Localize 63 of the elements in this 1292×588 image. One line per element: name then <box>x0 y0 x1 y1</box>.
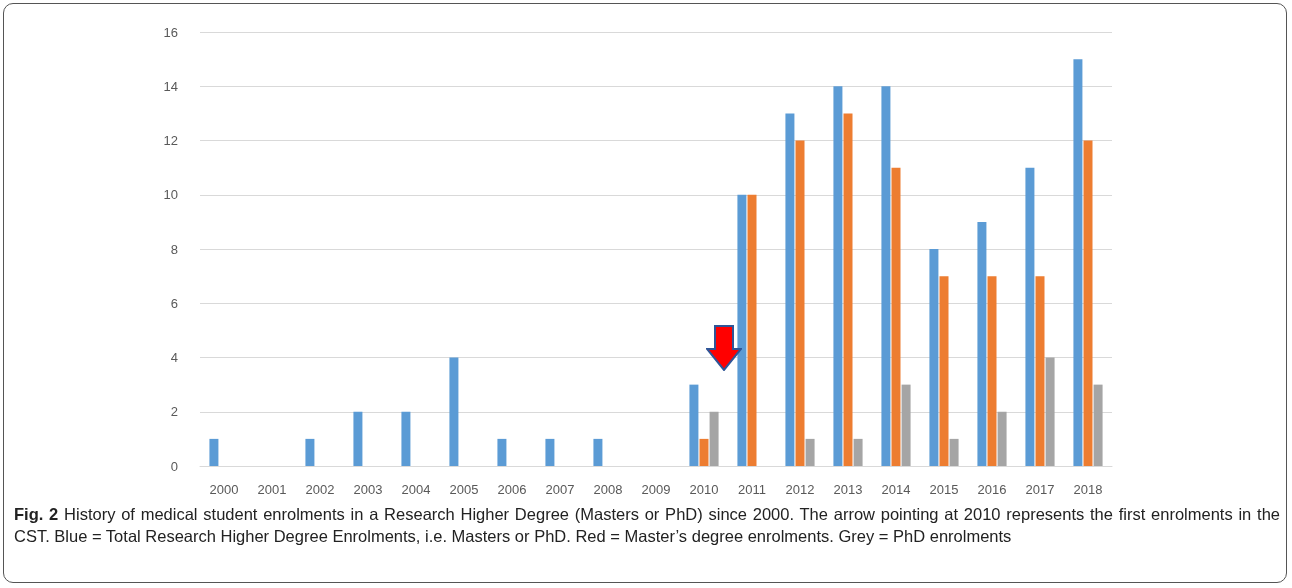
bar <box>689 384 699 466</box>
y-tick-label: 2 <box>170 404 178 420</box>
x-tick-label: 2008 <box>593 482 623 497</box>
x-tick-label: 2002 <box>305 482 335 497</box>
x-tick-label: 2007 <box>545 482 575 497</box>
bar <box>209 438 219 466</box>
y-tick-label: 10 <box>163 187 178 203</box>
bar <box>1083 140 1093 466</box>
bar <box>785 113 795 466</box>
x-tick-label: 2003 <box>353 482 383 497</box>
x-tick-label: 2005 <box>449 482 479 497</box>
x-tick-label: 2013 <box>833 482 863 497</box>
bar <box>891 167 901 466</box>
bar <box>901 384 911 466</box>
x-tick-label: 2001 <box>257 482 287 497</box>
bar <box>699 438 709 466</box>
bar <box>853 438 863 466</box>
y-tick-label: 0 <box>170 458 178 474</box>
bar <box>949 438 959 466</box>
x-tick-label: 2014 <box>881 482 911 497</box>
y-tick-label: 16 <box>163 24 178 40</box>
bar <box>833 86 843 466</box>
y-tick-label: 8 <box>170 241 178 257</box>
bar <box>545 438 555 466</box>
x-tick-label: 2011 <box>738 482 766 497</box>
x-tick-label: 2016 <box>977 482 1007 497</box>
bar <box>709 411 719 466</box>
bar <box>929 249 939 466</box>
x-tick-label: 2009 <box>641 482 671 497</box>
bar <box>939 276 949 466</box>
bar <box>497 438 507 466</box>
bar <box>987 276 997 466</box>
bar <box>1093 384 1103 466</box>
x-tick-label: 2015 <box>929 482 959 497</box>
x-tick-label: 2012 <box>785 482 815 497</box>
bar <box>449 357 459 466</box>
bar <box>805 438 815 466</box>
bar <box>1073 59 1083 466</box>
bar <box>401 411 411 466</box>
caption: Fig. 2 History of medical student enrolments in a Research Higher Degree (Masters or PhD) since 2000. The arrow pointing at 2010 represents the first enrolments in the CST. Blue = Total Research Higher Degree Enrolments, i.e. Masters or PhD. Red = Master’s degree enrolments. Grey = PhD enrolments <box>14 504 1280 547</box>
bar <box>353 411 363 466</box>
bar <box>747 194 757 466</box>
x-tick-label: 2017 <box>1025 482 1055 497</box>
bar <box>593 438 603 466</box>
y-tick-label: 6 <box>170 295 178 311</box>
bar <box>997 411 1007 466</box>
bar <box>795 140 805 466</box>
x-tick-label: 2004 <box>401 482 431 497</box>
bar <box>1035 276 1045 466</box>
bar <box>843 113 853 466</box>
bar <box>305 438 315 466</box>
y-tick-label: 14 <box>163 78 178 94</box>
y-tick-label: 12 <box>163 133 178 148</box>
bar <box>881 86 891 466</box>
x-tick-label: 2010 <box>689 482 719 497</box>
x-tick-label: 2000 <box>209 482 239 497</box>
bar <box>1045 357 1055 466</box>
x-tick-label: 2018 <box>1073 482 1103 497</box>
y-tick-label: 4 <box>170 350 178 365</box>
bar <box>977 221 987 466</box>
bar <box>737 194 747 466</box>
bar <box>1025 167 1035 466</box>
x-tick-label: 2006 <box>497 482 527 497</box>
